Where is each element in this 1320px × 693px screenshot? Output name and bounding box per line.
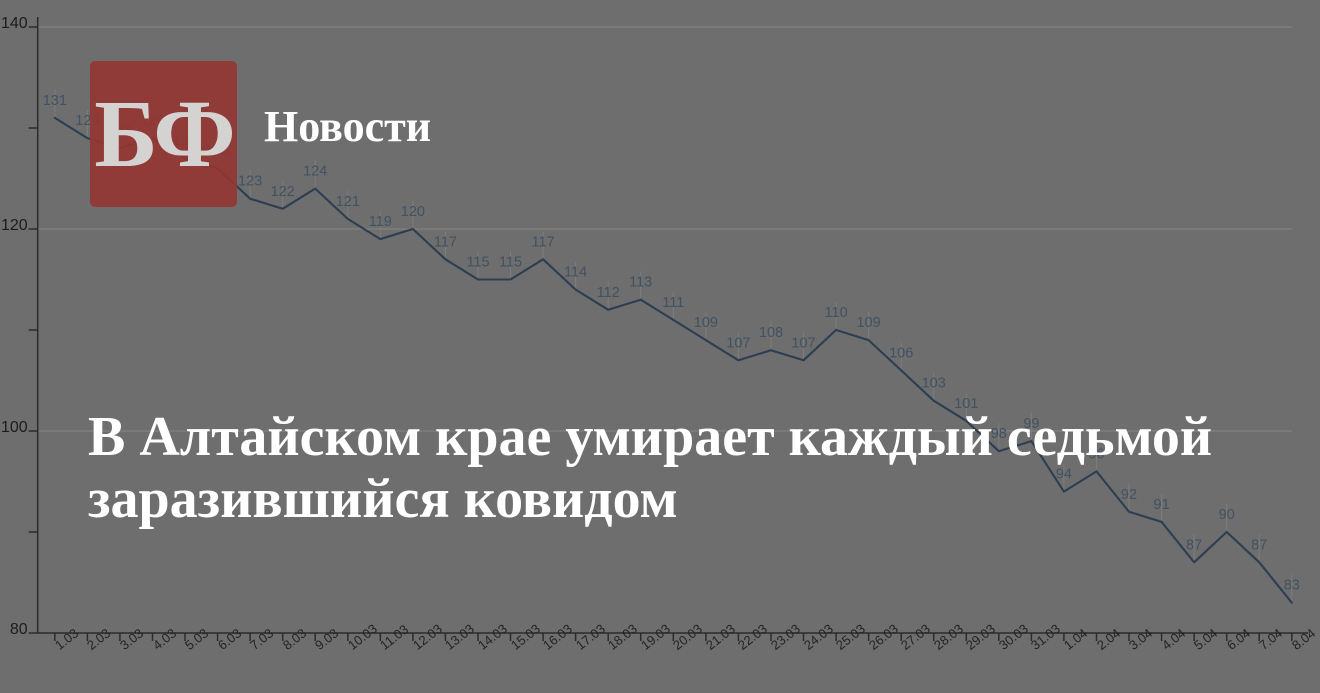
svg-text:113: 113: [629, 275, 652, 291]
svg-text:122: 122: [271, 184, 295, 200]
svg-text:83: 83: [1284, 578, 1300, 594]
svg-text:115: 115: [499, 255, 522, 271]
svg-text:87: 87: [1251, 537, 1267, 553]
svg-text:109: 109: [856, 315, 880, 331]
svg-text:106: 106: [889, 345, 913, 361]
svg-text:108: 108: [759, 325, 783, 341]
svg-text:117: 117: [532, 234, 555, 250]
svg-text:124: 124: [303, 164, 327, 180]
svg-text:117: 117: [434, 234, 457, 250]
svg-text:110: 110: [825, 305, 848, 321]
svg-text:112: 112: [597, 285, 620, 301]
svg-text:131: 131: [43, 93, 67, 109]
svg-text:123: 123: [238, 174, 262, 190]
svg-text:120: 120: [401, 204, 425, 220]
svg-text:87: 87: [1186, 537, 1202, 553]
svg-text:115: 115: [466, 255, 489, 271]
svg-text:107: 107: [791, 335, 815, 351]
svg-text:109: 109: [694, 315, 718, 331]
svg-text:114: 114: [564, 265, 587, 281]
svg-text:111: 111: [662, 295, 684, 311]
svg-text:103: 103: [922, 376, 946, 392]
svg-text:107: 107: [726, 335, 750, 351]
svg-text:119: 119: [369, 214, 392, 230]
svg-text:121: 121: [336, 194, 360, 210]
